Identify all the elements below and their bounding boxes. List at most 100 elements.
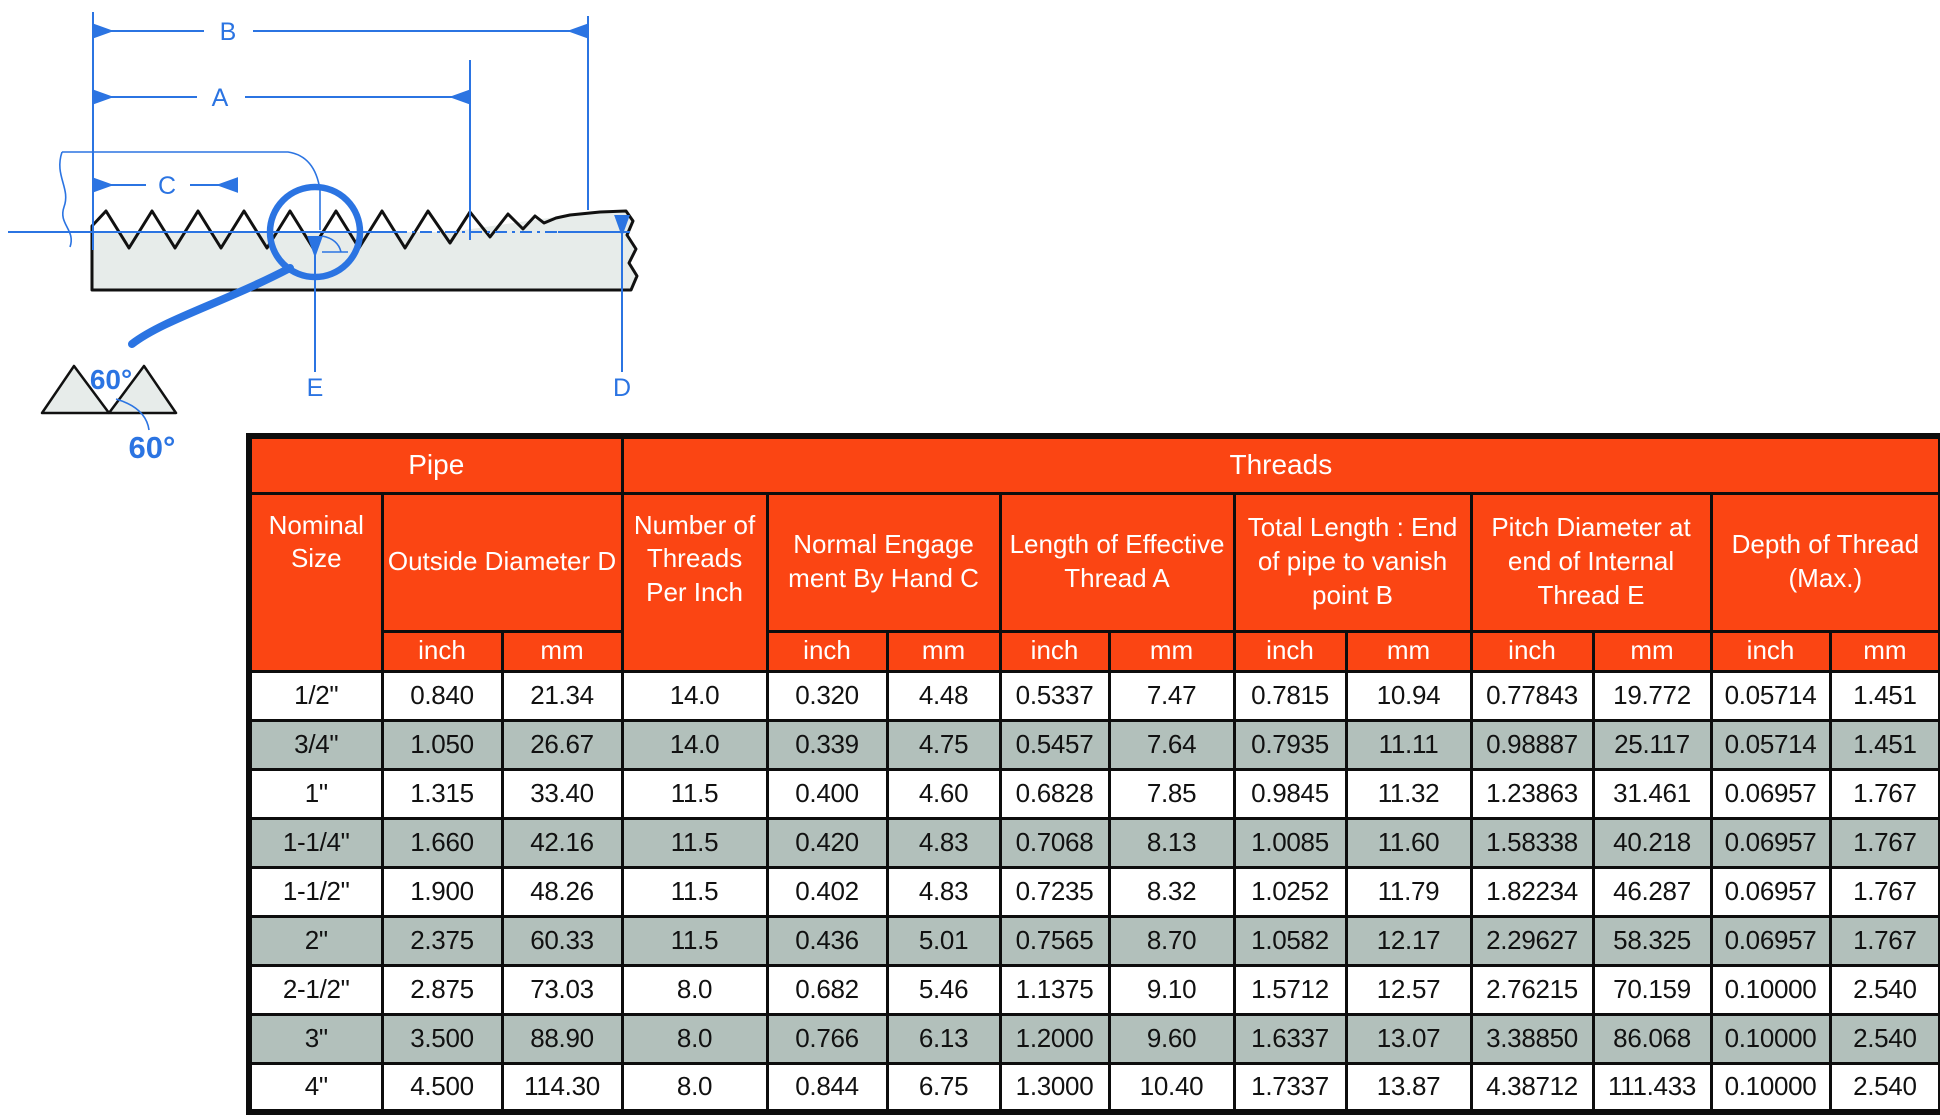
cell: 3" bbox=[247, 1012, 384, 1065]
cell: 6.75 bbox=[885, 1061, 1002, 1114]
cell: 11.5 bbox=[620, 865, 769, 918]
cell: 2.875 bbox=[380, 963, 504, 1016]
cell: 11.79 bbox=[1344, 865, 1473, 918]
cell: 14.0 bbox=[620, 718, 769, 771]
cell: 0.5337 bbox=[998, 669, 1111, 722]
table-body: 1/2" 0.840 21.34 14.0 0.320 4.48 0.5337 7.47 0.7… bbox=[247, 669, 1940, 1114]
group-header-row: Pipe Threads bbox=[247, 434, 1940, 495]
cell: 9.10 bbox=[1107, 963, 1236, 1016]
cell: 1.0252 bbox=[1232, 865, 1348, 918]
table-row: 4" 4.500 114.30 8.0 0.844 6.75 1.3000 10.40 1.73… bbox=[247, 1061, 1940, 1114]
cell: 8.32 bbox=[1107, 865, 1236, 918]
cell: 48.26 bbox=[500, 865, 624, 918]
cell: 4.83 bbox=[885, 865, 1002, 918]
cell: 0.98887 bbox=[1469, 718, 1595, 771]
cell: 0.10000 bbox=[1709, 1012, 1832, 1065]
cell: 14.0 bbox=[620, 669, 769, 722]
cell: 46.287 bbox=[1591, 865, 1713, 918]
cell: 1.58338 bbox=[1469, 816, 1595, 869]
cell: 0.06957 bbox=[1709, 865, 1832, 918]
angle-arc-small bbox=[321, 235, 342, 253]
dimension-b-label: B bbox=[220, 18, 237, 46]
cell: 11.32 bbox=[1344, 767, 1473, 820]
column-header-engagement-by-hand: Normal Engage ment By Hand C bbox=[765, 491, 1002, 633]
table-row: 1" 1.315 33.40 11.5 0.400 4.60 0.6828 7.85 0.984… bbox=[247, 767, 1940, 820]
detail-thread-triangles bbox=[40, 364, 178, 415]
cell: 8.0 bbox=[620, 963, 769, 1016]
break-line-squiggle bbox=[59, 151, 73, 248]
cell: 8.0 bbox=[620, 1012, 769, 1065]
cell: 26.67 bbox=[500, 718, 624, 771]
cell: 4.75 bbox=[885, 718, 1002, 771]
cell: 7.47 bbox=[1107, 669, 1236, 722]
group-header-pipe: Pipe bbox=[247, 434, 624, 495]
cell: 8.0 bbox=[620, 1061, 769, 1114]
cell: 4.500 bbox=[380, 1061, 504, 1114]
unit-header-inch: inch bbox=[1232, 629, 1348, 673]
cell: 0.5457 bbox=[998, 718, 1111, 771]
group-header-threads: Threads bbox=[620, 434, 1940, 495]
cell: 1-1/4" bbox=[247, 816, 384, 869]
table-row: 3" 3.500 88.90 8.0 0.766 6.13 1.2000 9.60 1.6337… bbox=[247, 1012, 1940, 1065]
cell: 40.218 bbox=[1591, 816, 1713, 869]
cell: 1.3000 bbox=[998, 1061, 1111, 1114]
cell: 6.13 bbox=[885, 1012, 1002, 1065]
unit-header-mm: mm bbox=[1107, 629, 1236, 673]
cell: 33.40 bbox=[500, 767, 624, 820]
cell: 0.436 bbox=[765, 914, 889, 967]
cell: 0.7235 bbox=[998, 865, 1111, 918]
cell: 1.23863 bbox=[1469, 767, 1595, 820]
column-header-nominal-size: Nominal Size bbox=[247, 491, 384, 673]
cell: 11.11 bbox=[1344, 718, 1473, 771]
cell: 2.375 bbox=[380, 914, 504, 967]
cell: 0.77843 bbox=[1469, 669, 1595, 722]
table-row: 2" 2.375 60.33 11.5 0.436 5.01 0.7565 8.70 1.058… bbox=[247, 914, 1940, 967]
cell: 86.068 bbox=[1591, 1012, 1713, 1065]
cell: 2.540 bbox=[1828, 963, 1940, 1016]
cell: 114.30 bbox=[500, 1061, 624, 1114]
unit-header-inch: inch bbox=[998, 629, 1111, 673]
cell: 1.7337 bbox=[1232, 1061, 1348, 1114]
cell: 10.94 bbox=[1344, 669, 1473, 722]
detail-angle-top-label: 60° bbox=[90, 364, 132, 395]
unit-header-mm: mm bbox=[1591, 629, 1713, 673]
cell: 1.5712 bbox=[1232, 963, 1348, 1016]
cell: 2-1/2" bbox=[247, 963, 384, 1016]
cell: 0.10000 bbox=[1709, 963, 1832, 1016]
thread-dimensions-table: Pipe Threads Nominal Size Outside Diamet… bbox=[246, 433, 1940, 1115]
cell: 73.03 bbox=[500, 963, 624, 1016]
cell: 0.840 bbox=[380, 669, 504, 722]
unit-header-inch: inch bbox=[1469, 629, 1595, 673]
cell: 11.5 bbox=[620, 914, 769, 967]
cell: 1.1375 bbox=[998, 963, 1111, 1016]
cell: 0.320 bbox=[765, 669, 889, 722]
cell: 0.7935 bbox=[1232, 718, 1348, 771]
cell: 5.01 bbox=[885, 914, 1002, 967]
cell: 42.16 bbox=[500, 816, 624, 869]
column-header-effective-thread: Length of Effective Thread A bbox=[998, 491, 1236, 633]
cell: 1.660 bbox=[380, 816, 504, 869]
table-row: 1/2" 0.840 21.34 14.0 0.320 4.48 0.5337 7.47 0.7… bbox=[247, 669, 1940, 722]
cell: 0.10000 bbox=[1709, 1061, 1832, 1114]
cell: 11.5 bbox=[620, 816, 769, 869]
column-header-outside-diameter: Outside Diameter D bbox=[380, 491, 624, 633]
table-row: 2-1/2" 2.875 73.03 8.0 0.682 5.46 1.1375 9.10 1.… bbox=[247, 963, 1940, 1016]
unit-header-inch: inch bbox=[1709, 629, 1832, 673]
cell: 60.33 bbox=[500, 914, 624, 967]
cell: 13.87 bbox=[1344, 1061, 1473, 1114]
cell: 0.06957 bbox=[1709, 767, 1832, 820]
cell: 11.5 bbox=[620, 767, 769, 820]
cell: 4.48 bbox=[885, 669, 1002, 722]
cell: 0.339 bbox=[765, 718, 889, 771]
cell: 0.400 bbox=[765, 767, 889, 820]
unit-header-mm: mm bbox=[1344, 629, 1473, 673]
cell: 0.9845 bbox=[1232, 767, 1348, 820]
cell: 0.420 bbox=[765, 816, 889, 869]
cell: 0.682 bbox=[765, 963, 889, 1016]
cell: 111.433 bbox=[1591, 1061, 1713, 1114]
cell: 0.844 bbox=[765, 1061, 889, 1114]
cell: 9.60 bbox=[1107, 1012, 1236, 1065]
unit-header-inch: inch bbox=[380, 629, 504, 673]
cell: 19.772 bbox=[1591, 669, 1713, 722]
cell: 4.60 bbox=[885, 767, 1002, 820]
